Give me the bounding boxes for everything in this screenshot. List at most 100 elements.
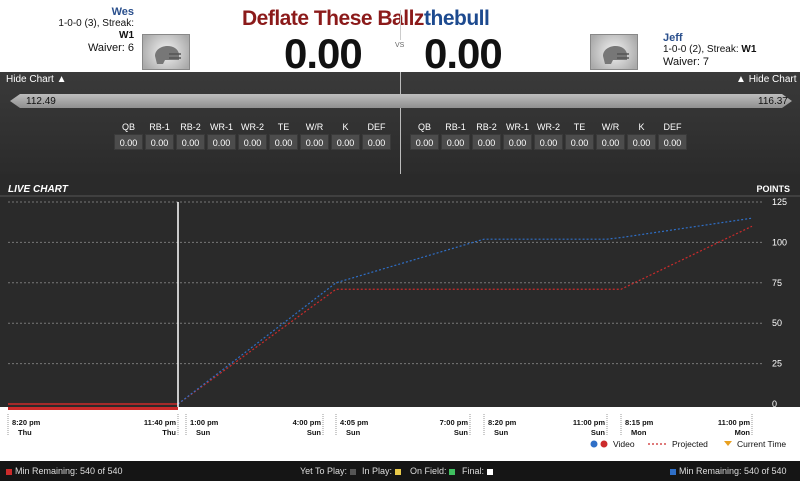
left-team-name[interactable]: Deflate These Ballz bbox=[242, 7, 424, 30]
left-position-scores: QB 0.00 RB-1 0.00 RB-2 0.00 WR-1 0.00 WR-2 0.00 TE… bbox=[114, 120, 393, 150]
live-chart-panel: LIVE CHART POINTS 0 25 50 75 100 125 8:20 pm Thu 1… bbox=[0, 174, 800, 465]
legend-video: Video bbox=[613, 439, 635, 449]
elapsed-indicator bbox=[8, 407, 178, 410]
position-score[interactable]: 0.00 bbox=[269, 134, 298, 150]
y-tick-label: 50 bbox=[772, 318, 782, 328]
position-score[interactable]: 0.00 bbox=[238, 134, 267, 150]
x-tick-time: 8:20 pm bbox=[12, 418, 41, 427]
current-time-marker-icon bbox=[724, 441, 732, 446]
right-min-remaining: Min Remaining: 540 of 540 bbox=[670, 466, 787, 476]
position-score[interactable]: 0.00 bbox=[331, 134, 360, 150]
right-position-scores: QB 0.00 RB-1 0.00 RB-2 0.00 WR-1 0.00 WR-2 0.00 TE… bbox=[410, 120, 689, 150]
x-tick-time: 11:00 pm bbox=[718, 418, 750, 427]
yet-to-play: Yet To Play: bbox=[300, 466, 359, 476]
final-label: Final: bbox=[462, 466, 485, 476]
position-score[interactable]: 0.00 bbox=[596, 134, 625, 150]
position-score[interactable]: 0.00 bbox=[410, 134, 439, 150]
left-position-cell-k: K 0.00 bbox=[331, 120, 360, 150]
final-square bbox=[486, 468, 493, 475]
right-position-cell-wr-2: WR-2 0.00 bbox=[534, 120, 563, 150]
position-label: TE bbox=[573, 122, 586, 132]
right-team-name[interactable]: thebull bbox=[424, 7, 490, 30]
position-score[interactable]: 0.00 bbox=[362, 134, 391, 150]
x-tick-time: 1:00 pm bbox=[190, 418, 219, 427]
y-tick-label: 0 bbox=[772, 399, 777, 409]
left-manager-info: Wes 1-0-0 (3), Streak: W1 Waiver: 6 bbox=[46, 6, 134, 54]
chart-title: LIVE CHART bbox=[8, 184, 69, 195]
left-hide-chart-button[interactable]: Hide Chart ▲ bbox=[6, 74, 67, 85]
position-label: WR-1 bbox=[210, 122, 233, 132]
left-position-cell-wr-2: WR-2 0.00 bbox=[238, 120, 267, 150]
red-projected-line bbox=[177, 225, 753, 405]
position-score[interactable]: 0.00 bbox=[503, 134, 532, 150]
right-position-cell-rb-1: RB-1 0.00 bbox=[441, 120, 470, 150]
chevron-up-icon: ▲ bbox=[56, 74, 67, 85]
video-red-icon bbox=[599, 439, 609, 449]
x-tick-day: Mon bbox=[631, 428, 647, 437]
right-hide-chart-button[interactable]: ▲ Hide Chart bbox=[736, 74, 797, 85]
x-tick-time: 11:40 pm bbox=[144, 418, 176, 427]
position-label: W/R bbox=[305, 122, 324, 132]
left-record: 1-0-0 (3), Streak: W1 bbox=[46, 18, 134, 42]
x-tick-day: Sun bbox=[196, 428, 211, 437]
left-position-cell-wr-1: WR-1 0.00 bbox=[207, 120, 236, 150]
position-label: RB-1 bbox=[445, 122, 466, 132]
x-tick-day: Sun bbox=[346, 428, 361, 437]
y-axis-label: POINTS bbox=[756, 184, 790, 194]
position-label: QB bbox=[417, 122, 431, 132]
right-projected-value: 116.37 bbox=[758, 96, 788, 107]
position-label: K bbox=[638, 122, 645, 132]
x-tick-time: 8:20 pm bbox=[488, 418, 517, 427]
position-score[interactable]: 0.00 bbox=[658, 134, 687, 150]
position-label: QB bbox=[121, 122, 135, 132]
legend-current-time: Current Time bbox=[737, 439, 786, 449]
right-position-cell-rb-2: RB-2 0.00 bbox=[472, 120, 501, 150]
yet-to-play-square bbox=[349, 468, 356, 475]
in-play-square bbox=[394, 468, 401, 475]
left-waiver: Waiver: 6 bbox=[87, 42, 134, 54]
position-label: RB-1 bbox=[149, 122, 170, 132]
left-position-cell-rb-1: RB-1 0.00 bbox=[145, 120, 174, 150]
position-score[interactable]: 0.00 bbox=[145, 134, 174, 150]
left-streak-label: , Streak: bbox=[96, 18, 134, 29]
in-play: In Play: bbox=[362, 466, 404, 476]
right-score: 0.00 bbox=[424, 30, 503, 77]
left-position-cell-rb-2: RB-2 0.00 bbox=[176, 120, 205, 150]
position-score[interactable]: 0.00 bbox=[472, 134, 501, 150]
right-position-cell-qb: QB 0.00 bbox=[410, 120, 439, 150]
blue-projected-line bbox=[177, 217, 753, 405]
position-score[interactable]: 0.00 bbox=[207, 134, 236, 150]
x-tick-time: 7:00 pm bbox=[440, 418, 469, 427]
position-score[interactable]: 0.00 bbox=[441, 134, 470, 150]
x-tick-day: Sun bbox=[494, 428, 509, 437]
position-score[interactable]: 0.00 bbox=[627, 134, 656, 150]
right-position-cell-w-r: W/R 0.00 bbox=[596, 120, 625, 150]
x-tick-day: Sun bbox=[591, 428, 606, 437]
final: Final: bbox=[462, 466, 496, 476]
position-label: DEF bbox=[663, 122, 682, 132]
legend-projected: Projected bbox=[672, 439, 708, 449]
right-color-square bbox=[670, 468, 676, 475]
left-projected-value: 112.49 bbox=[26, 96, 56, 107]
on-field-square bbox=[449, 468, 456, 475]
position-score[interactable]: 0.00 bbox=[565, 134, 594, 150]
right-min-remaining-text: Min Remaining: 540 of 540 bbox=[679, 466, 787, 476]
x-tick-time: 8:15 pm bbox=[625, 418, 654, 427]
vs-label: VS bbox=[395, 42, 405, 49]
right-manager-info: Jeff 1-0-0 (2), Streak: W1 Waiver: 7 bbox=[663, 32, 763, 68]
right-position-cell-wr-1: WR-1 0.00 bbox=[503, 120, 532, 150]
x-axis-background bbox=[0, 407, 800, 465]
position-score[interactable]: 0.00 bbox=[176, 134, 205, 150]
position-score[interactable]: 0.00 bbox=[114, 134, 143, 150]
left-position-cell-def: DEF 0.00 bbox=[362, 120, 391, 150]
x-tick-day: Thu bbox=[18, 428, 32, 437]
status-footer: Min Remaining: 540 of 540 Yet To Play: I… bbox=[0, 461, 800, 481]
left-manager-name[interactable]: Wes bbox=[111, 6, 134, 18]
position-score[interactable]: 0.00 bbox=[300, 134, 329, 150]
position-label: RB-2 bbox=[180, 122, 201, 132]
right-manager-name[interactable]: Jeff bbox=[663, 32, 683, 44]
left-position-cell-qb: QB 0.00 bbox=[114, 120, 143, 150]
right-position-cell-te: TE 0.00 bbox=[565, 120, 594, 150]
position-score[interactable]: 0.00 bbox=[534, 134, 563, 150]
